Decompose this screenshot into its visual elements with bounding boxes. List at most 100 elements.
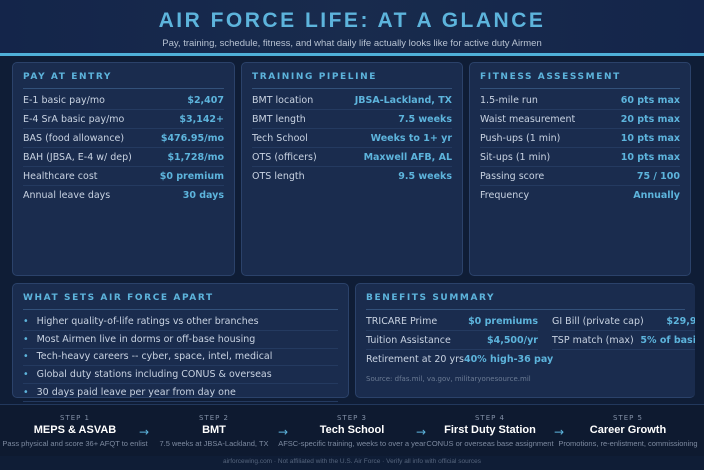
apart-list: Higher quality-of-life ratings vs other … bbox=[23, 313, 338, 402]
row-label: OTS length bbox=[252, 171, 305, 182]
table-row: BMT length 7.5 weeks bbox=[252, 110, 452, 129]
page-title: AIR FORCE LIFE: AT A GLANCE bbox=[158, 9, 546, 32]
step-3: STEP 3 Tech School AFSC-specific training,… bbox=[277, 414, 427, 448]
benefits-grid: TRICARE Prime $0 premiums GI Bill (private… bbox=[366, 312, 695, 369]
header-divider bbox=[0, 53, 704, 56]
card-title: PAY AT ENTRY bbox=[23, 72, 224, 89]
row-value: Annually bbox=[633, 190, 680, 201]
row-value: 40% high-36 pay bbox=[463, 354, 554, 365]
row-label: Sit-ups (1 min) bbox=[480, 151, 551, 163]
table-row: Waist measurement 20 pts max bbox=[480, 110, 680, 129]
row-label: Frequency bbox=[480, 190, 530, 201]
step-number: STEP 1 bbox=[59, 414, 91, 422]
list-item: Tech-heavy careers -- cyber, space, inte… bbox=[23, 349, 338, 367]
arrow-right-icon: → bbox=[139, 425, 150, 439]
row-label: BMT length bbox=[252, 113, 306, 125]
training-card: TRAINING PIPELINE BMT location JBSA-Lackla… bbox=[241, 62, 463, 276]
row-value: 30 days bbox=[182, 190, 224, 201]
table-row: Tuition Assistance $4,500/yr bbox=[366, 331, 538, 350]
row-label: E-4 SrA basic pay/mo bbox=[23, 113, 125, 125]
table-row: OTS (officers) Maxwell AFB, AL bbox=[252, 148, 452, 167]
row-label: BAS (food allowance) bbox=[23, 132, 125, 144]
table-row: BMT location JBSA-Lackland, TX bbox=[252, 91, 452, 110]
table-row: Sit-ups (1 min) 10 pts max bbox=[480, 148, 680, 167]
row-value: $476.95/mo bbox=[160, 132, 224, 144]
benefits-card: BENEFITS SUMMARY TRICARE Prime $0 premium… bbox=[355, 283, 695, 398]
step-1: STEP 1 MEPS & ASVAB Pass physical and scor… bbox=[0, 414, 150, 448]
step-number: STEP 2 bbox=[198, 414, 230, 422]
row-value: $29,921/yr bbox=[666, 315, 695, 327]
table-row: Passing score 75 / 100 bbox=[480, 167, 680, 186]
row-label: Healthcare cost bbox=[23, 170, 98, 182]
step-number: STEP 3 bbox=[336, 414, 368, 422]
row-value: $1,728/mo bbox=[167, 151, 224, 163]
row-label: Passing score bbox=[480, 170, 545, 182]
source-note: Source: dfas.mil, va.gov, militaryonesou… bbox=[366, 375, 531, 383]
row-value: Maxwell AFB, AL bbox=[363, 151, 452, 163]
card-title: WHAT SETS AIR FORCE APART bbox=[23, 293, 338, 310]
row-value: $0 premiums bbox=[468, 315, 538, 327]
step-number: STEP 5 bbox=[612, 414, 644, 422]
step-description: Promotions, re-enlistment, commissioning bbox=[558, 439, 698, 448]
footer: airforcewing.com · Not affiliated with t… bbox=[222, 458, 482, 465]
table-row: OTS length 9.5 weeks bbox=[252, 167, 452, 186]
career-steps: STEP 1 MEPS & ASVAB Pass physical and scor… bbox=[0, 404, 704, 456]
row-value: Weeks to 1+ yr bbox=[370, 132, 452, 144]
row-label: 1.5-mile run bbox=[480, 94, 538, 106]
row-label: Retirement at 20 yrs bbox=[366, 354, 464, 365]
list-item: Higher quality-of-life ratings vs other … bbox=[23, 313, 338, 331]
row-label: E-1 basic pay/mo bbox=[23, 94, 105, 106]
row-label: Push-ups (1 min) bbox=[480, 132, 561, 144]
row-value: 9.5 weeks bbox=[398, 171, 452, 182]
table-row: Retirement at 20 yrs 40% high-36 pay bbox=[366, 350, 553, 369]
row-value: 20 pts max bbox=[620, 113, 680, 125]
step-description: Pass physical and score 36+ AFQT to enli… bbox=[2, 439, 148, 448]
table-row: E-1 basic pay/mo $2,407 bbox=[23, 91, 224, 110]
table-row: Tech School Weeks to 1+ yr bbox=[252, 129, 452, 148]
card-title: BENEFITS SUMMARY bbox=[366, 293, 685, 310]
row-label: Waist measurement bbox=[480, 113, 576, 125]
table-row: TRICARE Prime $0 premiums bbox=[366, 312, 538, 331]
arrow-right-icon: → bbox=[278, 425, 289, 439]
step-title: Career Growth bbox=[589, 424, 667, 436]
row-label: Tuition Assistance bbox=[366, 334, 451, 346]
apart-card: WHAT SETS AIR FORCE APART Higher quality… bbox=[12, 283, 349, 402]
header: AIR FORCE LIFE: AT A GLANCE Pay, trainin… bbox=[0, 0, 704, 53]
table-row: Frequency Annually bbox=[480, 186, 680, 205]
row-value: 10 pts max bbox=[620, 151, 680, 163]
row-value: $3,142+ bbox=[179, 113, 224, 125]
step-description: 7.5 weeks at JBSA-Lackland, TX bbox=[159, 439, 269, 448]
list-item: 30 days paid leave per year from day one bbox=[23, 384, 338, 402]
step-title: MEPS & ASVAB bbox=[33, 424, 117, 436]
table-row: BAS (food allowance) $476.95/mo bbox=[23, 129, 224, 148]
arrow-right-icon: → bbox=[416, 425, 427, 439]
row-value: 75 / 100 bbox=[636, 170, 680, 182]
row-value: 60 pts max bbox=[620, 94, 680, 106]
step-2: STEP 2 BMT 7.5 weeks at JBSA-Lackland, TX bbox=[139, 414, 289, 448]
row-value: 10 pts max bbox=[620, 132, 680, 144]
step-description: CONUS or overseas base assignment bbox=[426, 439, 554, 448]
row-value: 5% of basic pay bbox=[640, 334, 695, 346]
list-item: Most Airmen live in dorms or off-base ho… bbox=[23, 331, 338, 349]
row-value: $2,407 bbox=[187, 94, 224, 106]
pay-card: PAY AT ENTRY E-1 basic pay/mo $2,407 E-4 Sr… bbox=[12, 62, 235, 276]
row-label: GI Bill (private cap) bbox=[552, 315, 644, 327]
row-value: $0 premium bbox=[159, 170, 224, 182]
table-row: TSP match (max) 5% of basic pay bbox=[552, 331, 695, 350]
step-number: STEP 4 bbox=[474, 414, 506, 422]
row-label: BAH (JBSA, E-4 w/ dep) bbox=[23, 151, 132, 163]
table-row: E-4 SrA basic pay/mo $3,142+ bbox=[23, 110, 224, 129]
row-label: Tech School bbox=[252, 132, 308, 144]
step-4: STEP 4 First Duty Station CONUS or oversea… bbox=[415, 414, 565, 448]
row-label: BMT location bbox=[252, 94, 314, 106]
row-value: $4,500/yr bbox=[486, 334, 538, 346]
step-5: STEP 5 Career Growth Promotions, re-enlist… bbox=[553, 414, 703, 448]
row-label: OTS (officers) bbox=[252, 151, 317, 163]
table-row: Annual leave days 30 days bbox=[23, 186, 224, 205]
step-title: Tech School bbox=[319, 424, 385, 436]
row-label: TRICARE Prime bbox=[366, 315, 438, 327]
table-row: Push-ups (1 min) 10 pts max bbox=[480, 129, 680, 148]
page-subtitle: Pay, training, schedule, fitness, and wh… bbox=[162, 38, 542, 49]
table-row: BAH (JBSA, E-4 w/ dep) $1,728/mo bbox=[23, 148, 224, 167]
step-description: AFSC-specific training, weeks to over a … bbox=[278, 439, 426, 448]
